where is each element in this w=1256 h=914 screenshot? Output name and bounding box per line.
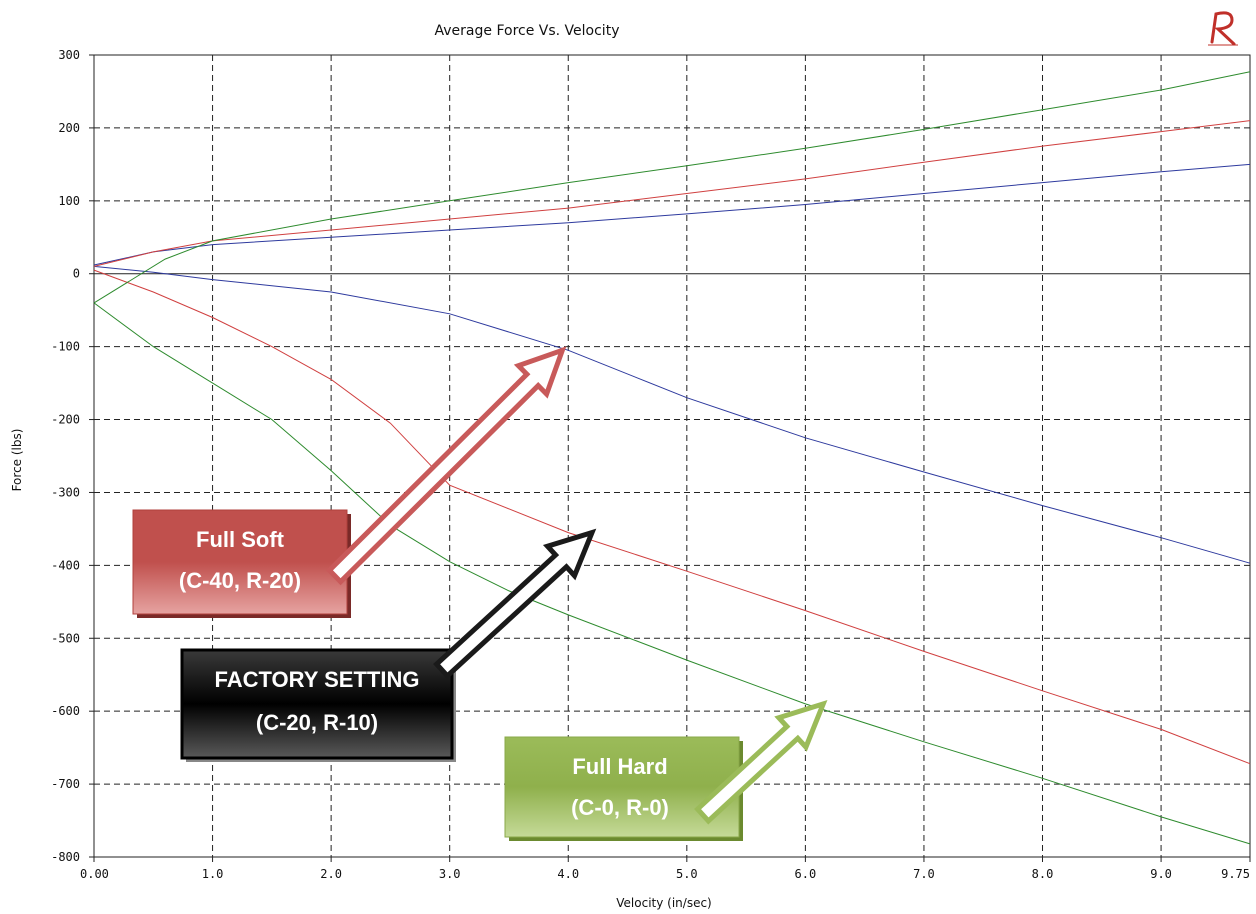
y-tick-label: -500 [51, 631, 80, 645]
series-lines [93, 71, 1251, 845]
callout-factory-setting: FACTORY SETTING (C-20, R-10) [180, 648, 456, 762]
x-tick-label: 7.0 [913, 867, 935, 881]
y-tick-label: 0 [73, 267, 80, 281]
series-line-3 [93, 269, 1251, 765]
y-tick-label: -300 [51, 485, 80, 499]
y-tick-label: -800 [51, 850, 80, 864]
full-soft-settings: (C-40, R-20) [179, 568, 301, 593]
full-soft-label: Full Soft [196, 527, 285, 552]
factory-setting-label: FACTORY SETTING [215, 667, 420, 692]
x-tick-label: 8.0 [1032, 867, 1054, 881]
y-tick-label: 200 [58, 121, 80, 135]
y-tick-label: -400 [51, 558, 80, 572]
x-axis-ticks: 0.00 1.0 2.0 3.0 4.0 5.0 6.0 7.0 8.0 9.0 9.75 [80, 857, 1251, 881]
x-tick-label: 3.0 [439, 867, 461, 881]
full-hard-settings: (C-0, R-0) [571, 795, 669, 820]
y-tick-label: -200 [51, 413, 80, 427]
x-tick-label: 2.0 [320, 867, 342, 881]
callout-full-hard: Full Hard (C-0, R-0) [504, 736, 743, 841]
x-axis-label: Velocity (in/sec) [616, 896, 711, 910]
y-tick-label: 100 [58, 194, 80, 208]
x-tick-label: 5.0 [676, 867, 698, 881]
series-line-4 [93, 71, 1251, 304]
callout-arrows [325, 346, 828, 825]
y-tick-label: -100 [51, 340, 80, 354]
series-line-2 [93, 120, 1251, 267]
factory-setting-settings: (C-20, R-10) [256, 710, 378, 735]
y-axis-ticks: 300 200 100 0 -100 -200 -300 -400 -500 -600 -700 -8… [51, 48, 94, 864]
full-hard-label: Full Hard [572, 754, 667, 779]
x-tick-label: 6.0 [795, 867, 817, 881]
factory-setting-arrow [433, 528, 597, 680]
x-tick-label: 9.0 [1150, 867, 1172, 881]
roehrig-logo [1208, 11, 1238, 46]
chart-title: Average Force Vs. Velocity [435, 23, 620, 39]
full-soft-arrow [325, 346, 567, 586]
series-line-0 [93, 163, 1251, 266]
y-tick-label: -600 [51, 704, 80, 718]
y-tick-label: 300 [58, 48, 80, 62]
x-tick-label: 9.75 [1221, 867, 1250, 881]
full-hard-arrow [694, 699, 828, 825]
x-tick-label: 0.00 [80, 867, 109, 881]
callout-full-soft: Full Soft (C-40, R-20) [132, 509, 351, 618]
series-line-1 [93, 265, 1251, 564]
y-axis-label: Force (lbs) [10, 429, 24, 492]
y-tick-label: -700 [51, 777, 80, 791]
x-tick-label: 4.0 [557, 867, 579, 881]
x-tick-label: 1.0 [202, 867, 224, 881]
series-line-5 [93, 302, 1251, 845]
